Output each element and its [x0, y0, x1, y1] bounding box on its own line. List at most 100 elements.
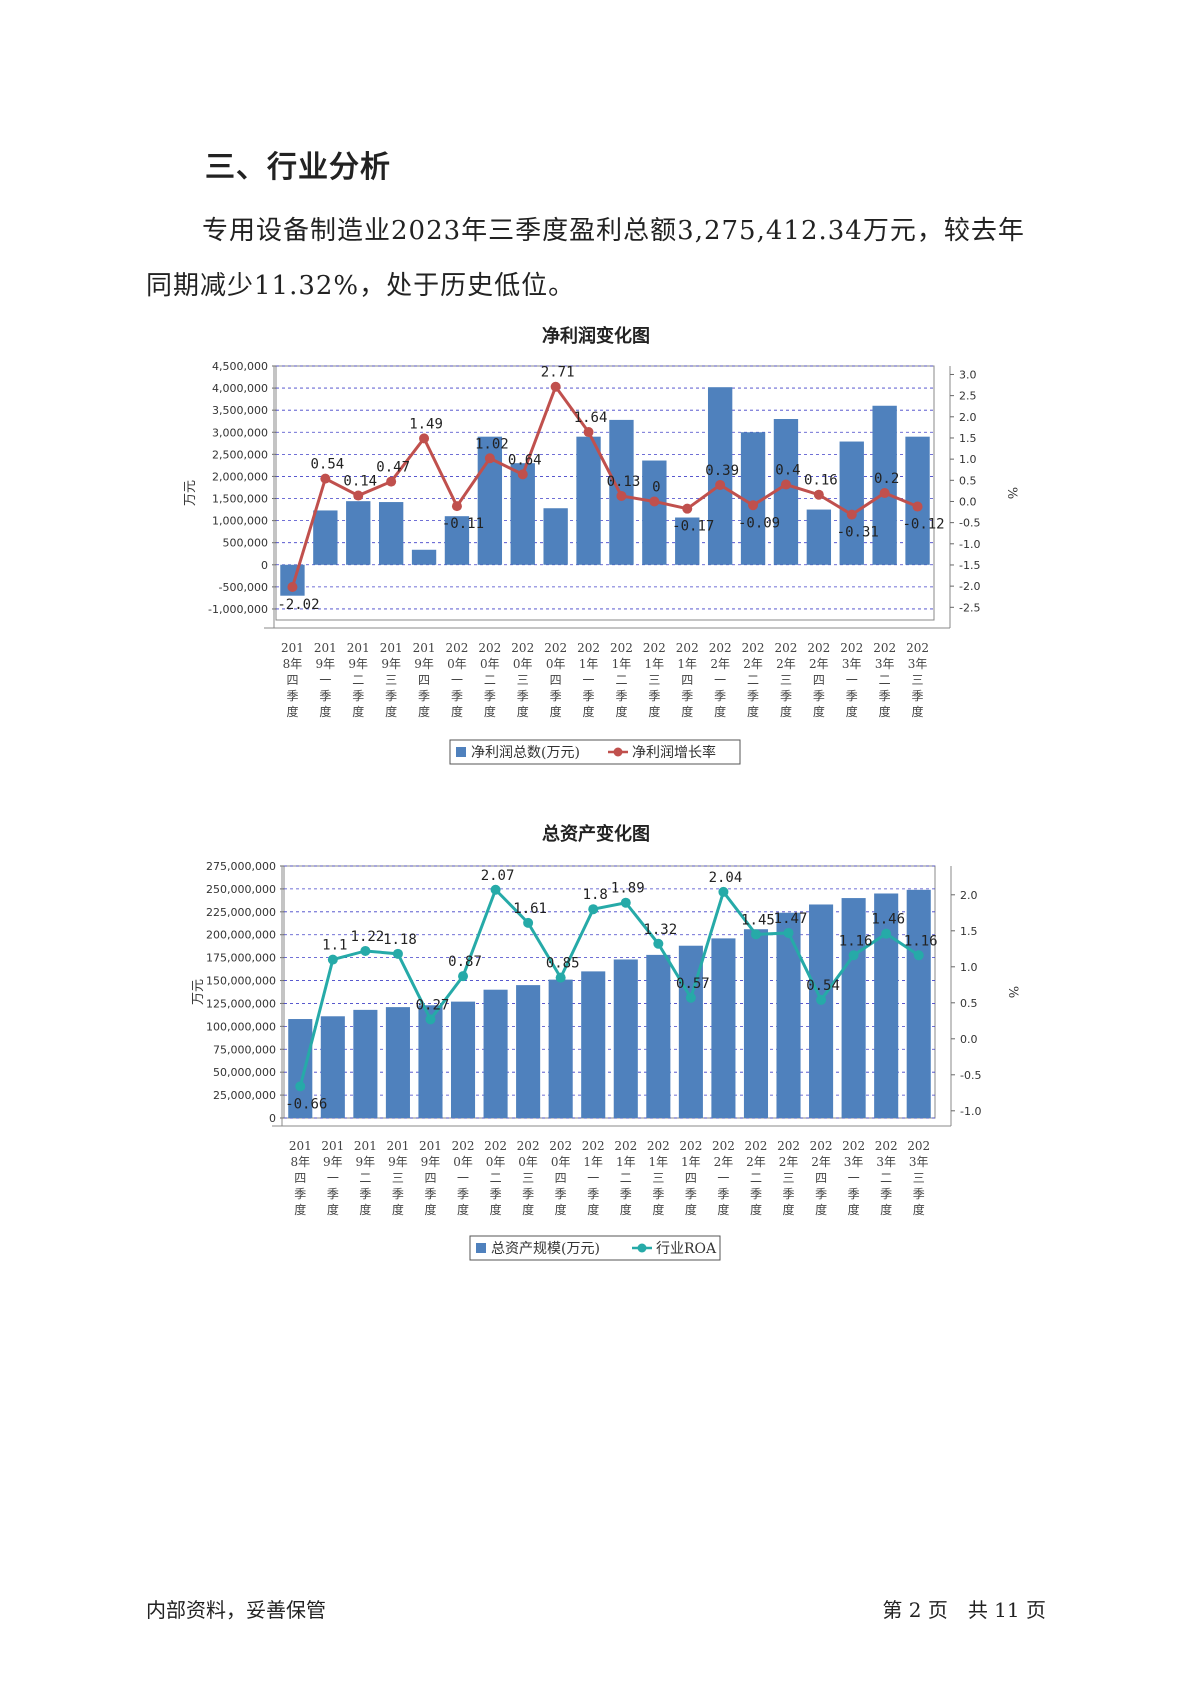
chart2-data-label: 1.47 — [774, 911, 808, 927]
chart2-line-point — [653, 938, 664, 949]
chart1-data-label: -0.12 — [902, 517, 944, 533]
chart1-bar — [675, 517, 700, 565]
chart2-y-tick-label: 250,000,000 — [206, 883, 276, 896]
chart2-data-label: 1.8 — [583, 887, 608, 903]
chart2-data-label: 1.32 — [643, 922, 677, 938]
chart2-y2-tick-label: 0.0 — [960, 1033, 978, 1046]
chart1-data-label: 0.64 — [508, 452, 542, 468]
chart2-y-tick-label: 275,000,000 — [206, 860, 276, 873]
chart2-data-label: 0.85 — [546, 956, 580, 972]
chart2-data-label: 1.46 — [871, 912, 905, 928]
chart1-data-label: 0.14 — [343, 474, 377, 490]
chart2-bar — [385, 1007, 410, 1118]
chart1-legend-line-marker — [613, 747, 623, 757]
chart2-line-point — [913, 950, 924, 961]
chart1-bar — [444, 516, 470, 565]
chart1-data-label: 0.2 — [874, 471, 899, 487]
chart2-bar — [353, 1009, 378, 1118]
chart1-data-label: 2.71 — [541, 365, 575, 381]
chart2-x-tick-label: 202 0年三季度 — [517, 1139, 540, 1217]
chart1-y-tick-label: 3,500,000 — [212, 404, 268, 417]
chart1-y2-tick-label: 0.0 — [959, 495, 977, 508]
chart2-y-tick-label: 125,000,000 — [206, 997, 276, 1010]
chart1-y-tick-label: 4,000,000 — [212, 382, 268, 395]
chart2-x-tick-label: 202 0年一季度 — [452, 1139, 475, 1217]
chart1-title: 净利润变化图 — [542, 326, 650, 347]
chart1-data-label: -2.02 — [277, 597, 319, 613]
chart1-x-tick-label: 202 0年四季度 — [544, 641, 567, 719]
chart1-line-point — [484, 453, 495, 464]
chart1-x-tick-label: 201 9年四季度 — [413, 641, 436, 719]
chart2-data-label: 0.57 — [676, 976, 710, 992]
chart1-x-tick-label: 201 8年四季度 — [281, 641, 304, 719]
chart2-title: 总资产变化图 — [542, 824, 650, 845]
chart2-bar — [613, 959, 638, 1118]
chart2-x-tick-label: 202 2年二季度 — [745, 1139, 768, 1217]
footer-confidential: 内部资料，妥善保管 — [146, 1598, 326, 1622]
chart1-x-tick-label: 202 1年三季度 — [643, 641, 666, 719]
chart2-data-label: 1.61 — [513, 901, 547, 917]
section-heading: 三、行业分析 — [205, 150, 391, 185]
chart1-line-point — [649, 496, 660, 507]
chart1-y-tick-label: -1,000,000 — [208, 603, 268, 616]
chart1-x-tick-label: 202 1年一季度 — [577, 641, 600, 719]
chart1-x-tick-label: 202 0年二季度 — [478, 641, 501, 719]
chart1-x-tick-label: 202 2年二季度 — [742, 641, 765, 719]
chart1-data-label: 0.39 — [705, 463, 739, 479]
chart2-x-tick-label: 202 3年三季度 — [907, 1139, 930, 1217]
chart2-y-axis-label: 万元 — [191, 979, 206, 1005]
chart2-x-tick-label: 201 9年二季度 — [354, 1139, 377, 1217]
chart1-y2-tick-label: -1.5 — [959, 559, 980, 572]
chart2-bar — [483, 989, 508, 1118]
chart1-bar — [543, 508, 568, 565]
chart2-x-tick-label: 201 9年一季度 — [321, 1139, 344, 1217]
chart1-line-point — [287, 581, 298, 592]
chart1-y-axis-label: 万元 — [183, 480, 198, 506]
chart2-legend-bar-swatch — [476, 1243, 486, 1253]
chart2-y-tick-label: 150,000,000 — [206, 975, 276, 988]
chart2-line-point — [327, 954, 338, 965]
chart1-y2-tick-label: -0.5 — [959, 517, 980, 530]
chart1-line-point — [353, 490, 364, 501]
chart2-data-label: -0.66 — [285, 1096, 327, 1112]
chart2-y2-tick-label: -1.0 — [960, 1105, 981, 1118]
chart1-line-point — [386, 476, 397, 487]
chart1-y2-tick-label: 2.0 — [959, 411, 977, 424]
chart2-legend — [469, 1235, 721, 1261]
chart1-legend-line-label: 净利润增长率 — [632, 744, 716, 761]
chart2-line-point — [816, 994, 827, 1005]
chart1-y-tick-label: 1,500,000 — [212, 493, 268, 506]
chart1-y2-tick-label: -1.0 — [959, 538, 980, 551]
chart2-line-point — [555, 972, 566, 983]
chart2-data-label: 0.87 — [448, 954, 482, 970]
chart2-line-point — [523, 917, 534, 928]
chart2-bar — [809, 904, 834, 1118]
chart1-data-label: -0.09 — [738, 515, 780, 531]
chart1-y-tick-label: 4,500,000 — [212, 360, 268, 373]
chart2-y-tick-label: 25,000,000 — [213, 1089, 276, 1102]
chart2-data-label: 1.18 — [383, 932, 417, 948]
chart2-bar — [516, 985, 541, 1118]
chart2-bar — [906, 889, 931, 1118]
chart1-y-tick-label: -500,000 — [219, 581, 268, 594]
chart2-legend-line-marker — [637, 1243, 647, 1253]
chart1-data-label: 1.02 — [475, 436, 509, 452]
chart2-line-point — [588, 904, 599, 915]
chart1-line-point — [419, 433, 430, 444]
chart1-x-tick-label: 202 2年一季度 — [709, 641, 732, 719]
chart2-line-point — [425, 1014, 436, 1025]
chart1-y-tick-label: 0 — [261, 559, 268, 572]
chart1-y-tick-label: 500,000 — [223, 537, 269, 550]
chart1-y-tick-label: 1,000,000 — [212, 515, 268, 528]
chart1-data-label: 0.4 — [775, 463, 800, 479]
chart2-y2-tick-label: 1.0 — [960, 961, 978, 974]
chart1-bar — [510, 463, 535, 565]
chart2-line-series — [298, 887, 920, 1087]
chart2-x-tick-label: 202 3年一季度 — [842, 1139, 865, 1217]
chart2-y2-axis-label: % — [1005, 986, 1020, 998]
chart1-data-label: 0 — [652, 479, 660, 495]
summary-paragraph: 专用设备制造业2023年三季度盈利总额3,275,412.34万元，较去年同期减… — [146, 216, 1025, 301]
chart1-bar — [806, 509, 832, 565]
chart1-line-point — [846, 509, 857, 520]
